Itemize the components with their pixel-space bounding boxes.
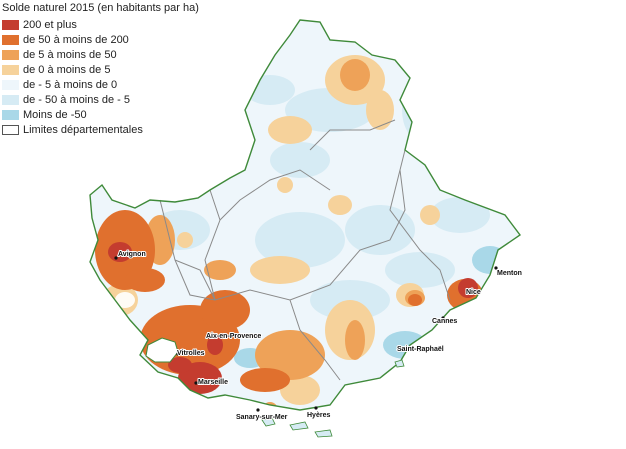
city-label-nice: Nice: [466, 289, 481, 296]
legend-item: de 5 à moins de 50: [2, 47, 199, 62]
city-label-cannes: Cannes: [432, 318, 457, 325]
zone-minus50-minus5: [150, 75, 490, 320]
legend-swatch: [2, 19, 19, 30]
region-outline: [89, 19, 521, 411]
legend-label: 200 et plus: [23, 18, 77, 31]
legend-item: de - 50 à moins de - 5: [2, 92, 199, 107]
legend-label: de - 50 à moins de - 5: [23, 93, 131, 106]
legend-swatch: [2, 94, 19, 105]
city-cannes: Cannes: [431, 316, 458, 326]
city-saint-raphael: Saint-Raphaël: [396, 345, 445, 354]
legend-swatch: [2, 109, 19, 120]
city-nice: Nice: [465, 288, 482, 297]
legend-swatch: [2, 34, 19, 45]
city-label-avignon: Avignon: [118, 251, 146, 258]
legend-item: 200 et plus: [2, 17, 199, 32]
legend-swatch: [2, 124, 19, 135]
city-marseille: Marseille: [194, 378, 229, 387]
city-label-marseille: Marseille: [198, 379, 228, 386]
city-avignon: Avignon: [114, 250, 147, 260]
zone-200-plus: [108, 242, 478, 394]
legend-item: Moins de -50: [2, 107, 199, 122]
legend-title: Solde naturel 2015 (en habitants par ha): [2, 2, 199, 14]
legend-swatch: [2, 49, 19, 60]
city-menton: Menton: [494, 266, 523, 278]
legend-label: Moins de -50: [23, 108, 87, 121]
etang-de-berre: [145, 337, 179, 363]
islands: [261, 359, 405, 438]
legend-label: de 50 à moins de 200: [23, 33, 129, 46]
legend-swatch: [2, 64, 19, 75]
city-label-saint-raphael: Saint-Raphaël: [397, 346, 444, 353]
legend-swatch: [2, 79, 19, 90]
legend-label: de 5 à moins de 50: [23, 48, 117, 61]
departmental-limits: [159, 119, 451, 381]
city-aix: Aix-en-Provence: [205, 332, 262, 341]
legend-item: de 0 à moins de 5: [2, 62, 199, 77]
legend-item: Limites départementales: [2, 122, 199, 137]
city-label-aix: Aix-en-Provence: [206, 333, 261, 340]
white-ring-avignon: [115, 292, 135, 308]
legend: Solde naturel 2015 (en habitants par ha)…: [2, 2, 199, 137]
legend-label: de 0 à moins de 5: [23, 63, 111, 76]
legend-item: de 50 à moins de 200: [2, 32, 199, 47]
city-sanary: Sanary-sur-Mer: [235, 408, 289, 422]
city-vitrolles: Vitrolles: [176, 349, 206, 358]
legend-items: 200 et plus de 50 à moins de 200 de 5 à mo…: [2, 17, 199, 137]
city-label-menton: Menton: [497, 270, 522, 277]
city-label-sanary: Sanary-sur-Mer: [236, 414, 288, 421]
legend-label: Limites départementales: [23, 123, 143, 136]
legend-label: de - 5 à moins de 0: [23, 78, 118, 91]
city-label-vitrolles: Vitrolles: [177, 350, 205, 357]
city-label-hyeres: Hyères: [307, 412, 330, 419]
zone-5-50: [145, 59, 425, 410]
city-hyeres: Hyères: [306, 406, 331, 420]
legend-item: de - 5 à moins de 0: [2, 77, 199, 92]
